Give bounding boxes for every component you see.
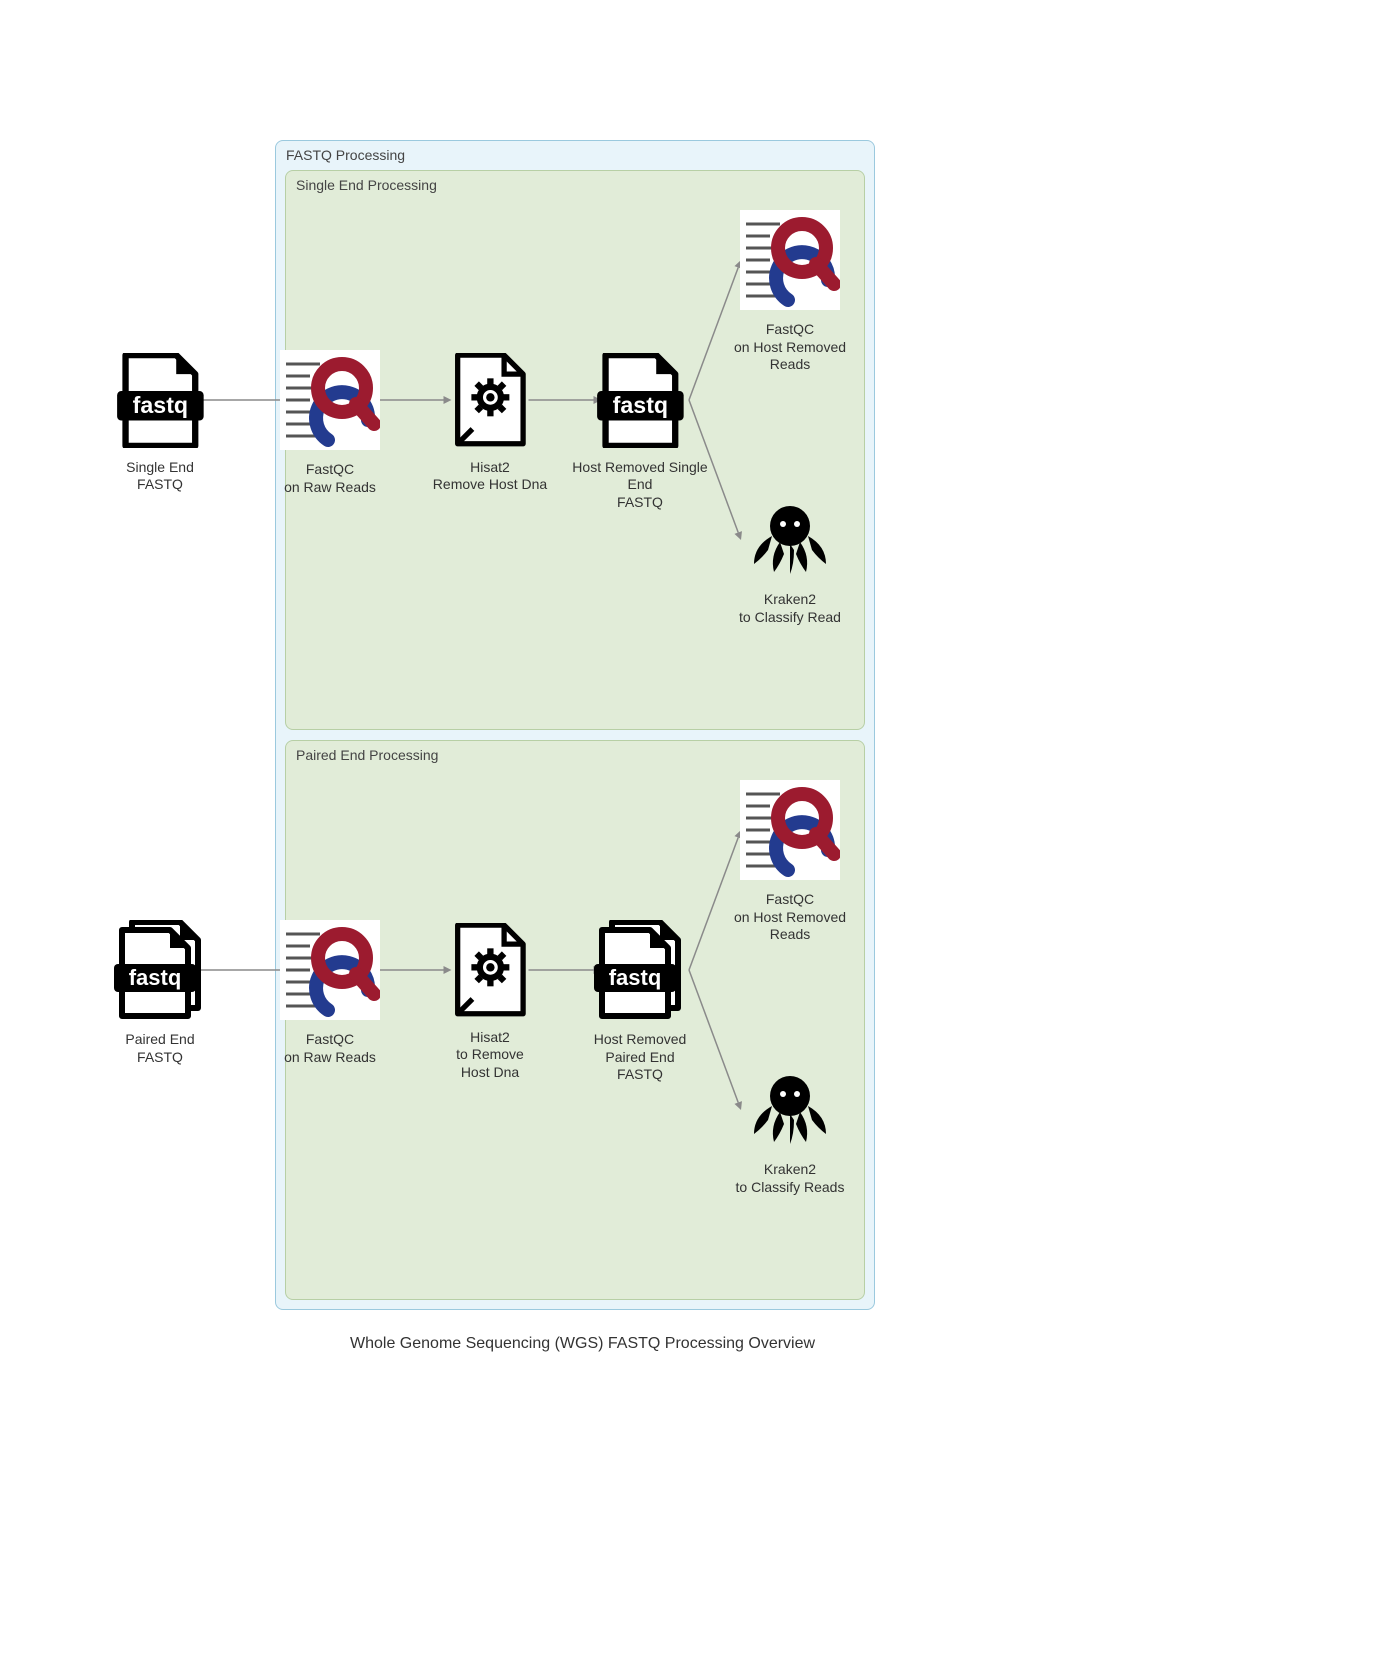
node-label: Hisat2 Remove Host Dna bbox=[420, 459, 560, 494]
node-se-host-removed: Host Removed Single End FASTQ bbox=[570, 353, 710, 512]
kraken-icon bbox=[750, 1070, 830, 1150]
fastqc-icon bbox=[280, 920, 380, 1020]
fastqc-icon bbox=[280, 350, 380, 450]
gear-file-icon bbox=[445, 923, 536, 1018]
node-pe-fastqc-out: FastQC on Host Removed Reads bbox=[720, 780, 860, 944]
node-paired-end-input: Paired End FASTQ bbox=[90, 920, 230, 1066]
node-label: FastQC on Raw Reads bbox=[260, 461, 400, 496]
node-label: FastQC on Host Removed Reads bbox=[720, 321, 860, 374]
fastqc-icon bbox=[740, 210, 840, 310]
node-label: FastQC on Host Removed Reads bbox=[720, 891, 860, 944]
fastq-file-icon bbox=[595, 353, 686, 448]
fastqc-icon bbox=[740, 780, 840, 880]
panel-outer-title: FASTQ Processing bbox=[286, 147, 405, 163]
node-label: FastQC on Raw Reads bbox=[260, 1031, 400, 1066]
panel-single-title: Single End Processing bbox=[296, 177, 437, 193]
node-pe-hisat: Hisat2 to Remove Host Dna bbox=[420, 923, 560, 1082]
node-label: Paired End FASTQ bbox=[90, 1031, 230, 1066]
node-se-hisat: Hisat2 Remove Host Dna bbox=[420, 353, 560, 494]
node-pe-fastqc-raw: FastQC on Raw Reads bbox=[260, 920, 400, 1066]
node-single-end-input: Single End FASTQ bbox=[90, 353, 230, 494]
node-pe-kraken: Kraken2 to Classify Reads bbox=[720, 1070, 860, 1196]
fastq-stack-icon bbox=[592, 920, 688, 1020]
fastq-file-icon bbox=[115, 353, 206, 448]
gear-file-icon bbox=[445, 353, 536, 448]
node-label: Hisat2 to Remove Host Dna bbox=[420, 1029, 560, 1082]
fastq-stack-icon bbox=[112, 920, 208, 1020]
node-pe-host-removed: Host Removed Paired End FASTQ bbox=[570, 920, 710, 1084]
node-label: Host Removed Paired End FASTQ bbox=[570, 1031, 710, 1084]
node-se-kraken: Kraken2 to Classify Read bbox=[720, 500, 860, 626]
node-label: Host Removed Single End FASTQ bbox=[570, 459, 710, 512]
node-label: Kraken2 to Classify Read bbox=[720, 591, 860, 626]
node-label: Kraken2 to Classify Reads bbox=[720, 1161, 860, 1196]
node-se-fastqc-out: FastQC on Host Removed Reads bbox=[720, 210, 860, 374]
node-label: Single End FASTQ bbox=[90, 459, 230, 494]
diagram-caption: Whole Genome Sequencing (WGS) FASTQ Proc… bbox=[350, 1335, 815, 1353]
node-se-fastqc-raw: FastQC on Raw Reads bbox=[260, 350, 400, 496]
kraken-icon bbox=[750, 500, 830, 580]
panel-paired-title: Paired End Processing bbox=[296, 747, 438, 763]
